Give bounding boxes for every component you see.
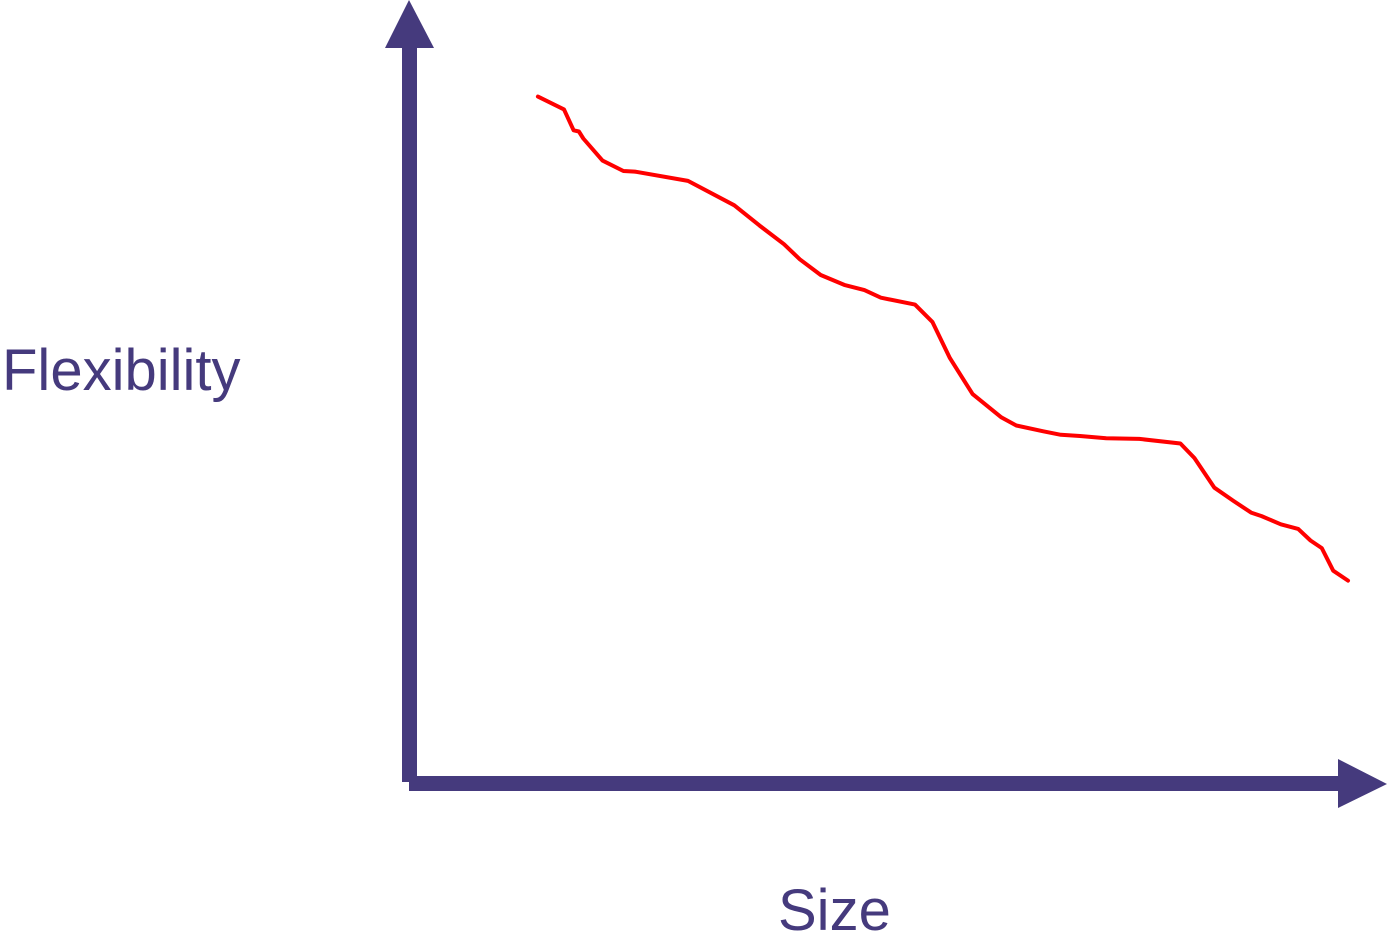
y-axis-line <box>402 40 417 782</box>
x-axis <box>409 759 1387 808</box>
x-axis-line <box>409 776 1344 791</box>
y-axis-label: Flexibility <box>2 338 241 403</box>
x-axis-arrowhead <box>1338 759 1387 808</box>
y-axis <box>385 0 434 782</box>
series-line <box>535 94 1350 583</box>
x-axis-label: Size <box>778 878 891 937</box>
y-axis-arrowhead <box>385 0 434 48</box>
